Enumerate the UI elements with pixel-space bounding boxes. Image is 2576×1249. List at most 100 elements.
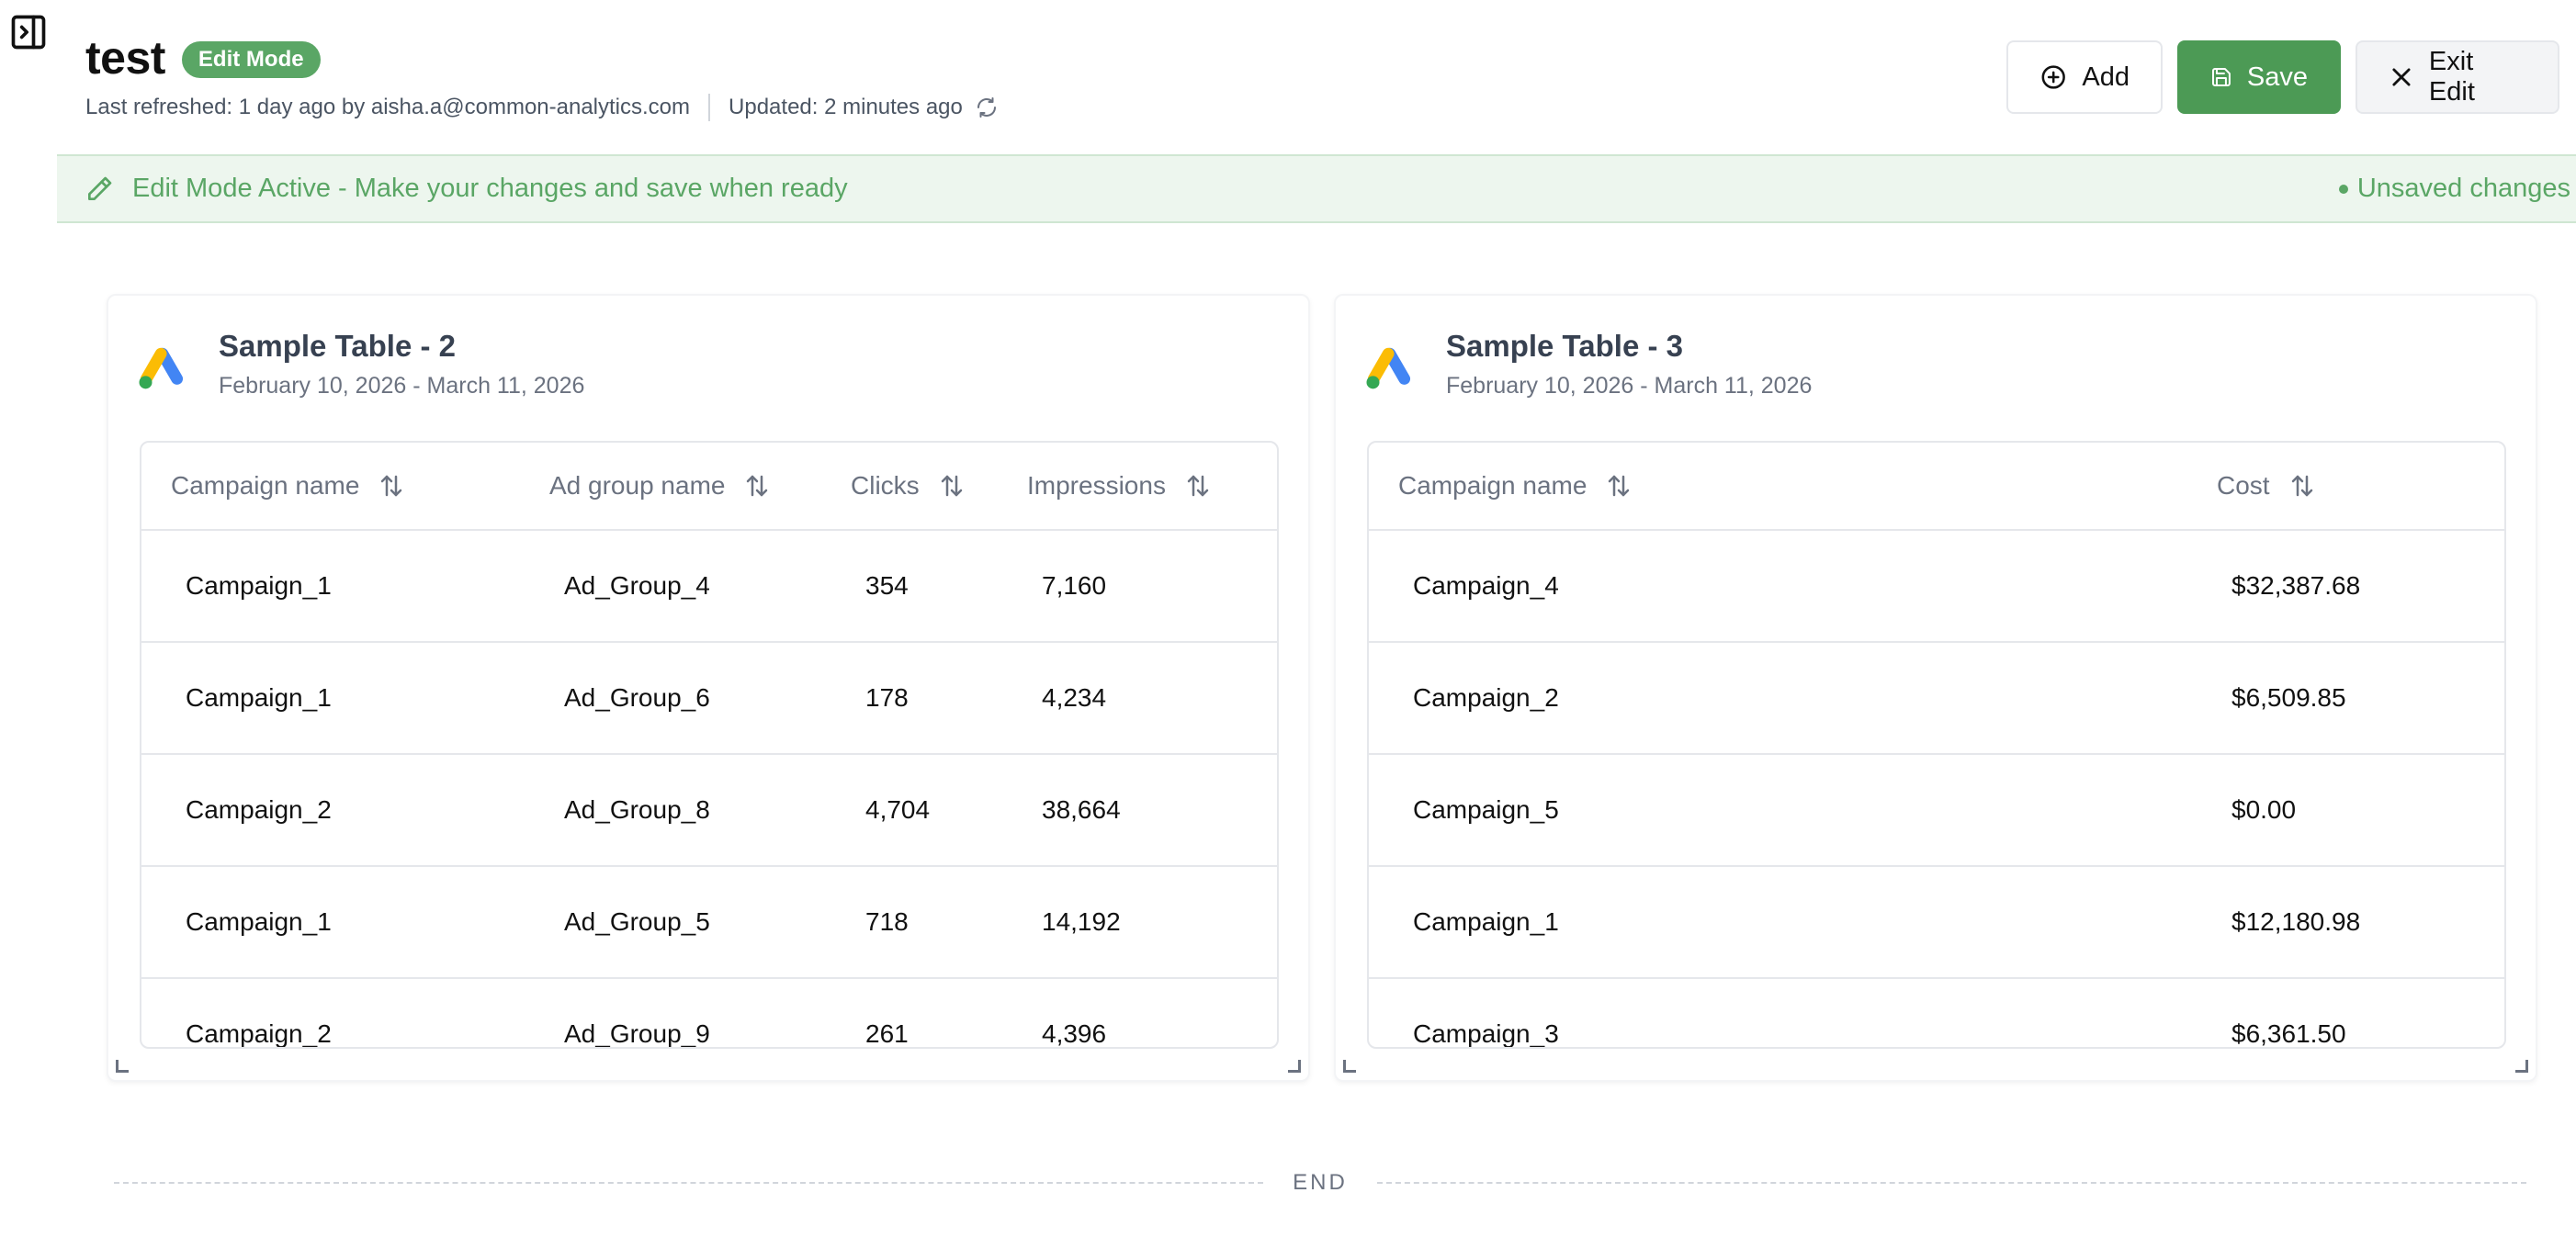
sort-icon[interactable] bbox=[376, 472, 407, 500]
column-header-label: Campaign name bbox=[171, 471, 360, 500]
table-cell: Ad_Group_8 bbox=[564, 795, 710, 824]
table-row[interactable]: Campaign_1 Ad_Group_6 178 4,234 bbox=[141, 643, 1277, 755]
widget-date-range: February 10, 2026 - March 11, 2026 bbox=[219, 373, 585, 399]
pencil-icon bbox=[88, 176, 112, 200]
table-cell: 178 bbox=[865, 683, 909, 712]
table-cell: Campaign_2 bbox=[1413, 683, 1559, 712]
table-cell: Campaign_3 bbox=[1413, 1019, 1559, 1048]
column-header-clicks[interactable]: Clicks bbox=[851, 471, 1027, 501]
widget-header: Sample Table - 3 February 10, 2026 - Mar… bbox=[1363, 329, 1812, 399]
data-table: Campaign name Ad group name Clicks Impre… bbox=[140, 441, 1279, 1049]
table-cell: Campaign_5 bbox=[1413, 795, 1559, 824]
table-cell: 261 bbox=[865, 1019, 909, 1048]
table-cell: Campaign_1 bbox=[186, 907, 332, 936]
table-cell: Campaign_2 bbox=[186, 1019, 332, 1048]
plus-circle-icon bbox=[2041, 65, 2065, 89]
table-cell: Campaign_2 bbox=[186, 795, 332, 824]
table-cell: $32,387.68 bbox=[2231, 571, 2361, 600]
unsaved-dot-icon bbox=[2338, 184, 2348, 194]
column-header-label: Impressions bbox=[1027, 471, 1166, 500]
sidebar-expand-icon bbox=[11, 15, 46, 50]
table-cell: Campaign_1 bbox=[1413, 907, 1559, 936]
table-header-row: Campaign name Cost bbox=[1369, 443, 2504, 531]
save-icon bbox=[2211, 68, 2231, 86]
resize-handle-bottom-right[interactable] bbox=[2515, 1060, 2528, 1073]
edit-mode-badge: Edit Mode bbox=[181, 41, 321, 78]
table-row[interactable]: Campaign_4 $32,387.68 bbox=[1369, 531, 2504, 643]
column-header-cost[interactable]: Cost bbox=[2217, 471, 2504, 501]
exit-edit-button-label: Exit Edit bbox=[2428, 47, 2475, 107]
data-table: Campaign name Cost Campaign_4 $32,387.68… bbox=[1367, 441, 2506, 1049]
table-cell: 14,192 bbox=[1042, 907, 1121, 936]
sort-icon[interactable] bbox=[2287, 472, 2318, 500]
header-actions: Add Save Exit Edit bbox=[2006, 40, 2559, 114]
column-header-label: Clicks bbox=[851, 471, 920, 500]
divider-line bbox=[1376, 1182, 2527, 1184]
table-row[interactable]: Campaign_2 Ad_Group_8 4,704 38,664 bbox=[141, 755, 1277, 867]
sort-icon[interactable] bbox=[741, 472, 773, 500]
column-header-campaign-name[interactable]: Campaign name bbox=[1369, 471, 2217, 501]
column-header-campaign-name[interactable]: Campaign name bbox=[141, 471, 549, 501]
table-row[interactable]: Campaign_2 Ad_Group_9 261 4,396 bbox=[141, 979, 1277, 1048]
table-header-row: Campaign name Ad group name Clicks Impre… bbox=[141, 443, 1277, 531]
widget-header: Sample Table - 2 February 10, 2026 - Mar… bbox=[136, 329, 584, 399]
save-button[interactable]: Save bbox=[2177, 40, 2341, 114]
table-cell: Ad_Group_9 bbox=[564, 1019, 710, 1048]
column-header-ad-group-name[interactable]: Ad group name bbox=[549, 471, 851, 501]
table-cell: 4,234 bbox=[1042, 683, 1107, 712]
table-cell: Ad_Group_4 bbox=[564, 571, 710, 600]
column-header-label: Ad group name bbox=[549, 471, 726, 500]
resize-handle-bottom-right[interactable] bbox=[1288, 1060, 1301, 1073]
google-ads-logo-icon bbox=[1366, 347, 1411, 389]
edit-mode-banner: Edit Mode Active - Make your changes and… bbox=[57, 154, 2576, 223]
add-button-label: Add bbox=[2082, 62, 2130, 92]
sort-icon[interactable] bbox=[1603, 472, 1634, 500]
table-cell: $6,509.85 bbox=[2231, 683, 2346, 712]
last-refreshed-text: Last refreshed: 1 day ago by aisha.a@com… bbox=[85, 95, 691, 119]
page-header: test Edit Mode Last refreshed: 1 day ago… bbox=[85, 31, 2559, 141]
save-button-label: Save bbox=[2246, 62, 2308, 92]
table-cell: Ad_Group_5 bbox=[564, 907, 710, 936]
table-row[interactable]: Campaign_2 $6,509.85 bbox=[1369, 643, 2504, 755]
updated-text: Updated: 2 minutes ago bbox=[729, 95, 963, 119]
table-cell: 4,396 bbox=[1042, 1019, 1107, 1048]
sort-icon[interactable] bbox=[936, 472, 967, 500]
edit-banner-message: Edit Mode Active - Make your changes and… bbox=[132, 174, 848, 203]
widget-card-sample-table-3[interactable]: Sample Table - 3 February 10, 2026 - Mar… bbox=[1334, 294, 2537, 1082]
table-cell: Campaign_1 bbox=[186, 571, 332, 600]
table-row[interactable]: Campaign_1 Ad_Group_4 354 7,160 bbox=[141, 531, 1277, 643]
table-cell: $0.00 bbox=[2231, 795, 2297, 824]
table-row[interactable]: Campaign_5 $0.00 bbox=[1369, 755, 2504, 867]
exit-edit-button[interactable]: Exit Edit bbox=[2356, 40, 2559, 114]
resize-handle-bottom-left[interactable] bbox=[1343, 1060, 1356, 1073]
close-icon bbox=[2392, 68, 2411, 86]
refresh-icon[interactable] bbox=[976, 96, 998, 118]
add-button[interactable]: Add bbox=[2006, 40, 2163, 114]
resize-handle-bottom-left[interactable] bbox=[116, 1060, 129, 1073]
table-cell: 354 bbox=[865, 571, 909, 600]
google-ads-logo-icon bbox=[139, 347, 184, 389]
unsaved-changes-text: Unsaved changes bbox=[2356, 174, 2570, 203]
widget-card-sample-table-2[interactable]: Sample Table - 2 February 10, 2026 - Mar… bbox=[107, 294, 1310, 1082]
table-row[interactable]: Campaign_1 Ad_Group_5 718 14,192 bbox=[141, 867, 1277, 979]
table-cell: Campaign_1 bbox=[186, 683, 332, 712]
end-label: END bbox=[1293, 1170, 1348, 1195]
widget-title: Sample Table - 3 bbox=[1446, 329, 1683, 363]
table-row[interactable]: Campaign_3 $6,361.50 bbox=[1369, 979, 2504, 1048]
column-header-label: Cost bbox=[2217, 471, 2270, 500]
column-header-label: Campaign name bbox=[1398, 471, 1587, 500]
page-title[interactable]: test bbox=[85, 32, 165, 84]
refresh-meta: Last refreshed: 1 day ago by aisha.a@com… bbox=[85, 94, 2559, 121]
unsaved-changes-indicator: Unsaved changes bbox=[2338, 174, 2570, 204]
table-row[interactable]: Campaign_1 $12,180.98 bbox=[1369, 867, 2504, 979]
table-cell: 4,704 bbox=[865, 795, 931, 824]
sort-icon[interactable] bbox=[1182, 472, 1214, 500]
end-divider: END bbox=[114, 1166, 2527, 1199]
meta-divider bbox=[708, 94, 711, 121]
table-cell: Ad_Group_6 bbox=[564, 683, 710, 712]
table-cell: 7,160 bbox=[1042, 571, 1107, 600]
column-header-impressions[interactable]: Impressions bbox=[1027, 471, 1277, 501]
sidebar-toggle-button[interactable] bbox=[7, 11, 50, 53]
table-cell: $6,361.50 bbox=[2231, 1019, 2346, 1048]
